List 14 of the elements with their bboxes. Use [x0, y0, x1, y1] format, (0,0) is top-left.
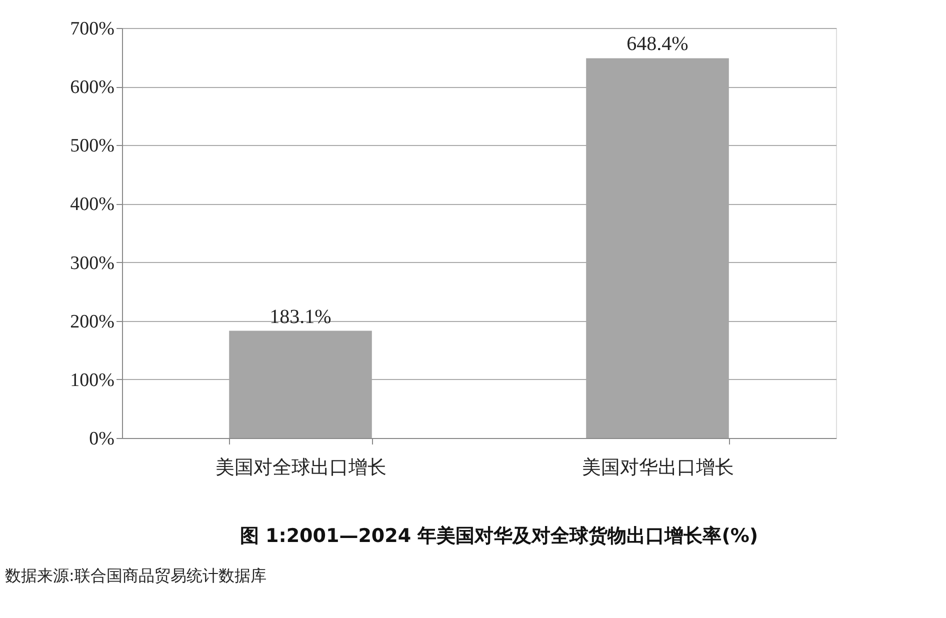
- y-tick-label: 600%: [70, 77, 115, 98]
- y-tick-label: 100%: [70, 370, 115, 391]
- y-tick-label: 300%: [70, 252, 115, 274]
- y-tick-label: 0%: [89, 428, 115, 450]
- y-tick-label: 200%: [70, 311, 115, 332]
- data-label: 648.4%: [626, 33, 688, 56]
- y-tick-label: 700%: [70, 18, 115, 40]
- source-note: 数据来源:联合国商品贸易统计数据库: [5, 566, 266, 585]
- y-tick-label: 500%: [70, 136, 115, 157]
- text: 图 1:2001—2024 年美国对华及对全球货物出口增长率(%): [240, 525, 758, 547]
- x-tick-label: 美国对全球出口增长: [216, 456, 386, 478]
- data-label: 183.1%: [270, 306, 332, 328]
- x-tick-label: 美国对华出口增长: [582, 456, 734, 478]
- y-tick-label: 400%: [70, 194, 115, 216]
